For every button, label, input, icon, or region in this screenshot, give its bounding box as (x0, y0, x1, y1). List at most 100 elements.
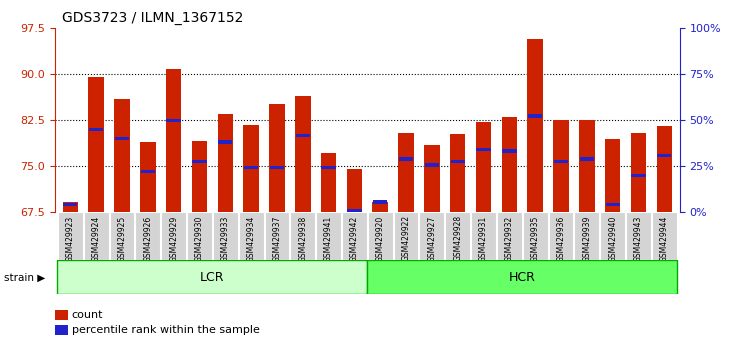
Bar (600, 212, 625, 260)
Bar (398, 133, 414, 212)
Text: GSM429937: GSM429937 (273, 215, 281, 262)
Bar (373, 202, 388, 212)
Bar (213, 212, 238, 260)
Bar (579, 120, 594, 212)
Bar (471, 212, 496, 260)
Bar (502, 149, 517, 153)
Bar (476, 122, 491, 212)
Text: GSM429938: GSM429938 (298, 215, 307, 262)
Bar (575, 212, 599, 260)
Bar (347, 209, 362, 212)
Bar (445, 212, 470, 260)
Bar (657, 154, 672, 157)
Bar (450, 135, 466, 212)
Bar (140, 170, 155, 173)
Text: GSM429926: GSM429926 (143, 215, 152, 262)
Bar (115, 137, 129, 141)
Bar (367, 260, 677, 294)
Text: HCR: HCR (509, 270, 536, 284)
Bar (580, 157, 594, 161)
Bar (269, 104, 284, 212)
Text: GSM429929: GSM429929 (169, 215, 178, 262)
Text: GSM429939: GSM429939 (583, 215, 591, 262)
Bar (162, 212, 186, 260)
Bar (89, 128, 103, 131)
Bar (373, 200, 387, 204)
Bar (632, 174, 645, 177)
Bar (110, 212, 135, 260)
Bar (420, 212, 444, 260)
Text: GDS3723 / ILMN_1367152: GDS3723 / ILMN_1367152 (62, 11, 243, 25)
Bar (346, 170, 362, 212)
Text: GSM429943: GSM429943 (634, 215, 643, 262)
Bar (63, 203, 77, 206)
Text: GSM429944: GSM429944 (660, 215, 669, 262)
Bar (394, 212, 418, 260)
Bar (187, 212, 212, 260)
Bar (523, 212, 548, 260)
Bar (140, 142, 156, 212)
Bar (166, 69, 181, 212)
Bar (265, 212, 289, 260)
Bar (218, 140, 232, 143)
Bar (605, 139, 621, 212)
Bar (626, 212, 651, 260)
Text: GSM429925: GSM429925 (118, 215, 126, 262)
Text: GSM429932: GSM429932 (505, 215, 514, 262)
Bar (652, 212, 677, 260)
Text: count: count (72, 310, 103, 320)
Bar (218, 114, 233, 212)
Bar (424, 145, 439, 212)
Bar (317, 212, 341, 260)
Text: GSM429930: GSM429930 (195, 215, 204, 262)
Text: GSM429934: GSM429934 (246, 215, 256, 262)
Bar (192, 141, 207, 212)
Bar (656, 126, 672, 212)
Text: GSM429941: GSM429941 (324, 215, 333, 262)
Text: GSM429933: GSM429933 (221, 215, 230, 262)
Text: GSM429936: GSM429936 (556, 215, 566, 262)
Bar (477, 148, 491, 151)
Bar (63, 202, 78, 212)
Bar (501, 117, 517, 212)
Bar (295, 96, 311, 212)
Bar (192, 160, 207, 163)
Bar (342, 212, 367, 260)
Bar (450, 160, 465, 163)
Bar (295, 134, 310, 137)
Text: GSM429920: GSM429920 (376, 215, 385, 262)
Text: GSM429942: GSM429942 (350, 215, 359, 262)
Bar (368, 212, 393, 260)
Bar (399, 157, 413, 161)
Text: GSM429928: GSM429928 (453, 215, 462, 261)
Bar (322, 166, 336, 169)
Text: LCR: LCR (200, 270, 224, 284)
Bar (290, 212, 315, 260)
Text: GSM429922: GSM429922 (401, 215, 411, 261)
Bar (554, 160, 568, 163)
Text: percentile rank within the sample: percentile rank within the sample (72, 325, 260, 335)
Bar (84, 212, 108, 260)
Bar (425, 164, 439, 167)
Bar (605, 203, 620, 206)
Bar (88, 78, 104, 212)
Bar (270, 166, 284, 169)
Text: GSM429935: GSM429935 (531, 215, 539, 262)
Text: GSM429924: GSM429924 (91, 215, 101, 262)
Bar (135, 212, 160, 260)
Text: GSM429931: GSM429931 (479, 215, 488, 262)
Bar (553, 120, 569, 212)
Text: GSM429923: GSM429923 (66, 215, 75, 262)
Bar (631, 133, 646, 212)
Bar (528, 114, 542, 118)
Bar (239, 212, 263, 260)
Bar (167, 119, 181, 122)
Bar (528, 39, 543, 212)
Bar (243, 125, 259, 212)
Bar (58, 212, 83, 260)
Bar (114, 99, 129, 212)
Bar (549, 212, 573, 260)
Text: GSM429940: GSM429940 (608, 215, 617, 262)
Text: strain ▶: strain ▶ (4, 273, 45, 283)
Bar (497, 212, 522, 260)
